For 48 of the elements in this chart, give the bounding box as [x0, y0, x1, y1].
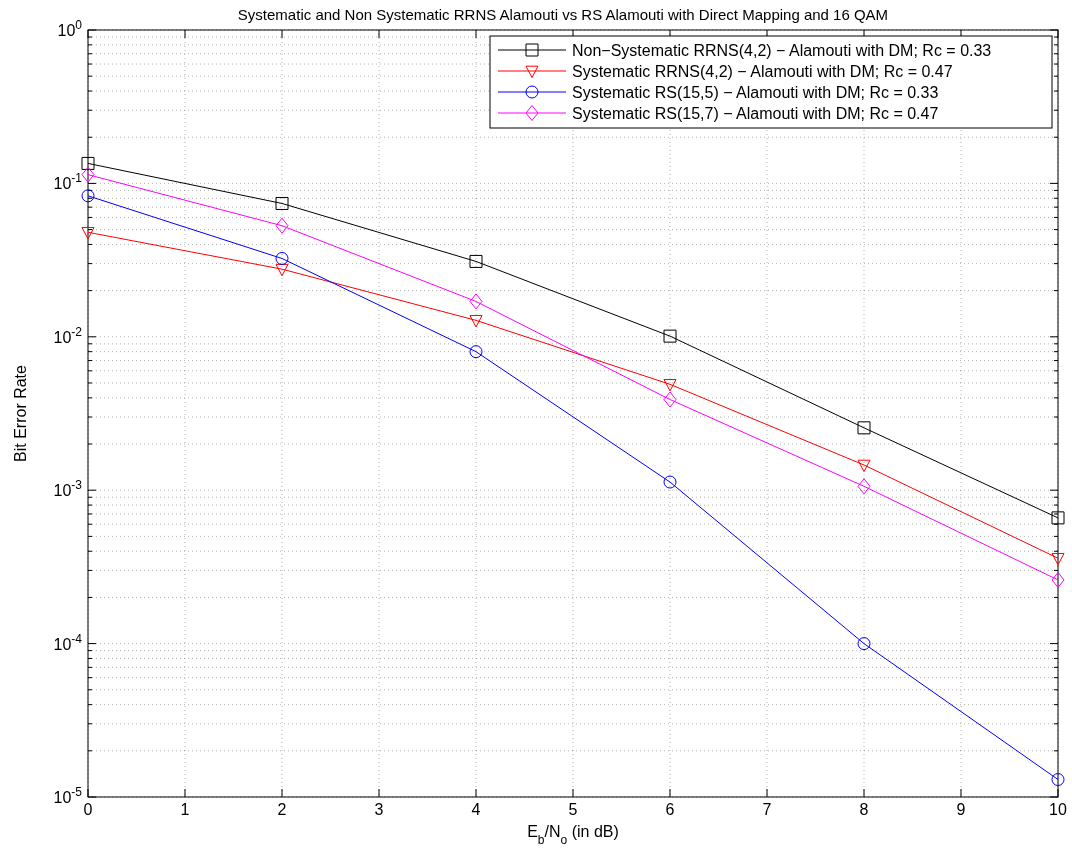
chart-title: Systematic and Non Systematic RRNS Alamouti vs RS Alamouti with Direct Mapping and 16 QAM	[237, 6, 889, 23]
legend-label: Systematic RS(15,5) − Alamouti with DM; Rc = 0.33	[572, 84, 939, 101]
y-tick-label: 10$^{-2}$	[53, 324, 83, 346]
point	[857, 637, 871, 651]
point	[1051, 511, 1065, 525]
point	[275, 251, 289, 265]
point	[663, 475, 677, 489]
y-axis-title: Bit Error Rate	[12, 364, 29, 462]
x-tick-label: 6	[665, 801, 675, 818]
point	[663, 329, 677, 343]
point	[1051, 552, 1065, 566]
x-tick-label: 2	[277, 801, 287, 818]
x-tick-label: 0	[83, 801, 93, 818]
x-tick-label: 5	[568, 801, 578, 818]
x-tick-label: 7	[762, 801, 772, 818]
point	[81, 156, 95, 170]
x-tick-label: 4	[471, 801, 481, 818]
x-tick-label: 1	[180, 801, 190, 818]
y-tick-label: 10$^{-4}$	[53, 631, 83, 653]
point	[663, 391, 677, 408]
point	[469, 315, 483, 328]
point	[857, 421, 871, 435]
point	[81, 166, 95, 183]
x-tick-label: 3	[374, 801, 384, 818]
x-tick-label: 9	[956, 801, 966, 818]
point	[469, 293, 483, 310]
x-tick-label: 8	[859, 801, 869, 818]
point	[275, 263, 289, 277]
x-axis-title: E$_{b}$/N$_{o}$ (in dB)	[527, 823, 619, 847]
point	[1051, 773, 1065, 787]
point	[1051, 571, 1065, 588]
point	[663, 379, 677, 392]
point	[81, 189, 95, 203]
point	[275, 217, 289, 234]
point	[469, 254, 483, 268]
y-tick-label: 10$^{-3}$	[53, 478, 83, 500]
legend-label: Systematic RRNS(4,2) − Alamouti with DM; Rc = 0.47	[572, 63, 953, 80]
point	[857, 478, 871, 495]
legend-label: Non−Systematic RRNS(4,2) − Alamouti with DM; Rc = 0.33	[572, 42, 992, 59]
y-tick-label: 10$^{-1}$	[53, 171, 83, 193]
point	[275, 196, 289, 210]
point	[81, 227, 95, 240]
y-tick-label: 10$^{0}$	[57, 18, 83, 39]
x-tick-label: 10	[1049, 801, 1067, 818]
y-tick-label: 10$^{-5}$	[53, 785, 83, 806]
point	[857, 459, 871, 473]
legend-label: Systematic RS(15,7) − Alamouti with DM; Rc = 0.47	[572, 105, 939, 122]
point	[469, 345, 483, 359]
